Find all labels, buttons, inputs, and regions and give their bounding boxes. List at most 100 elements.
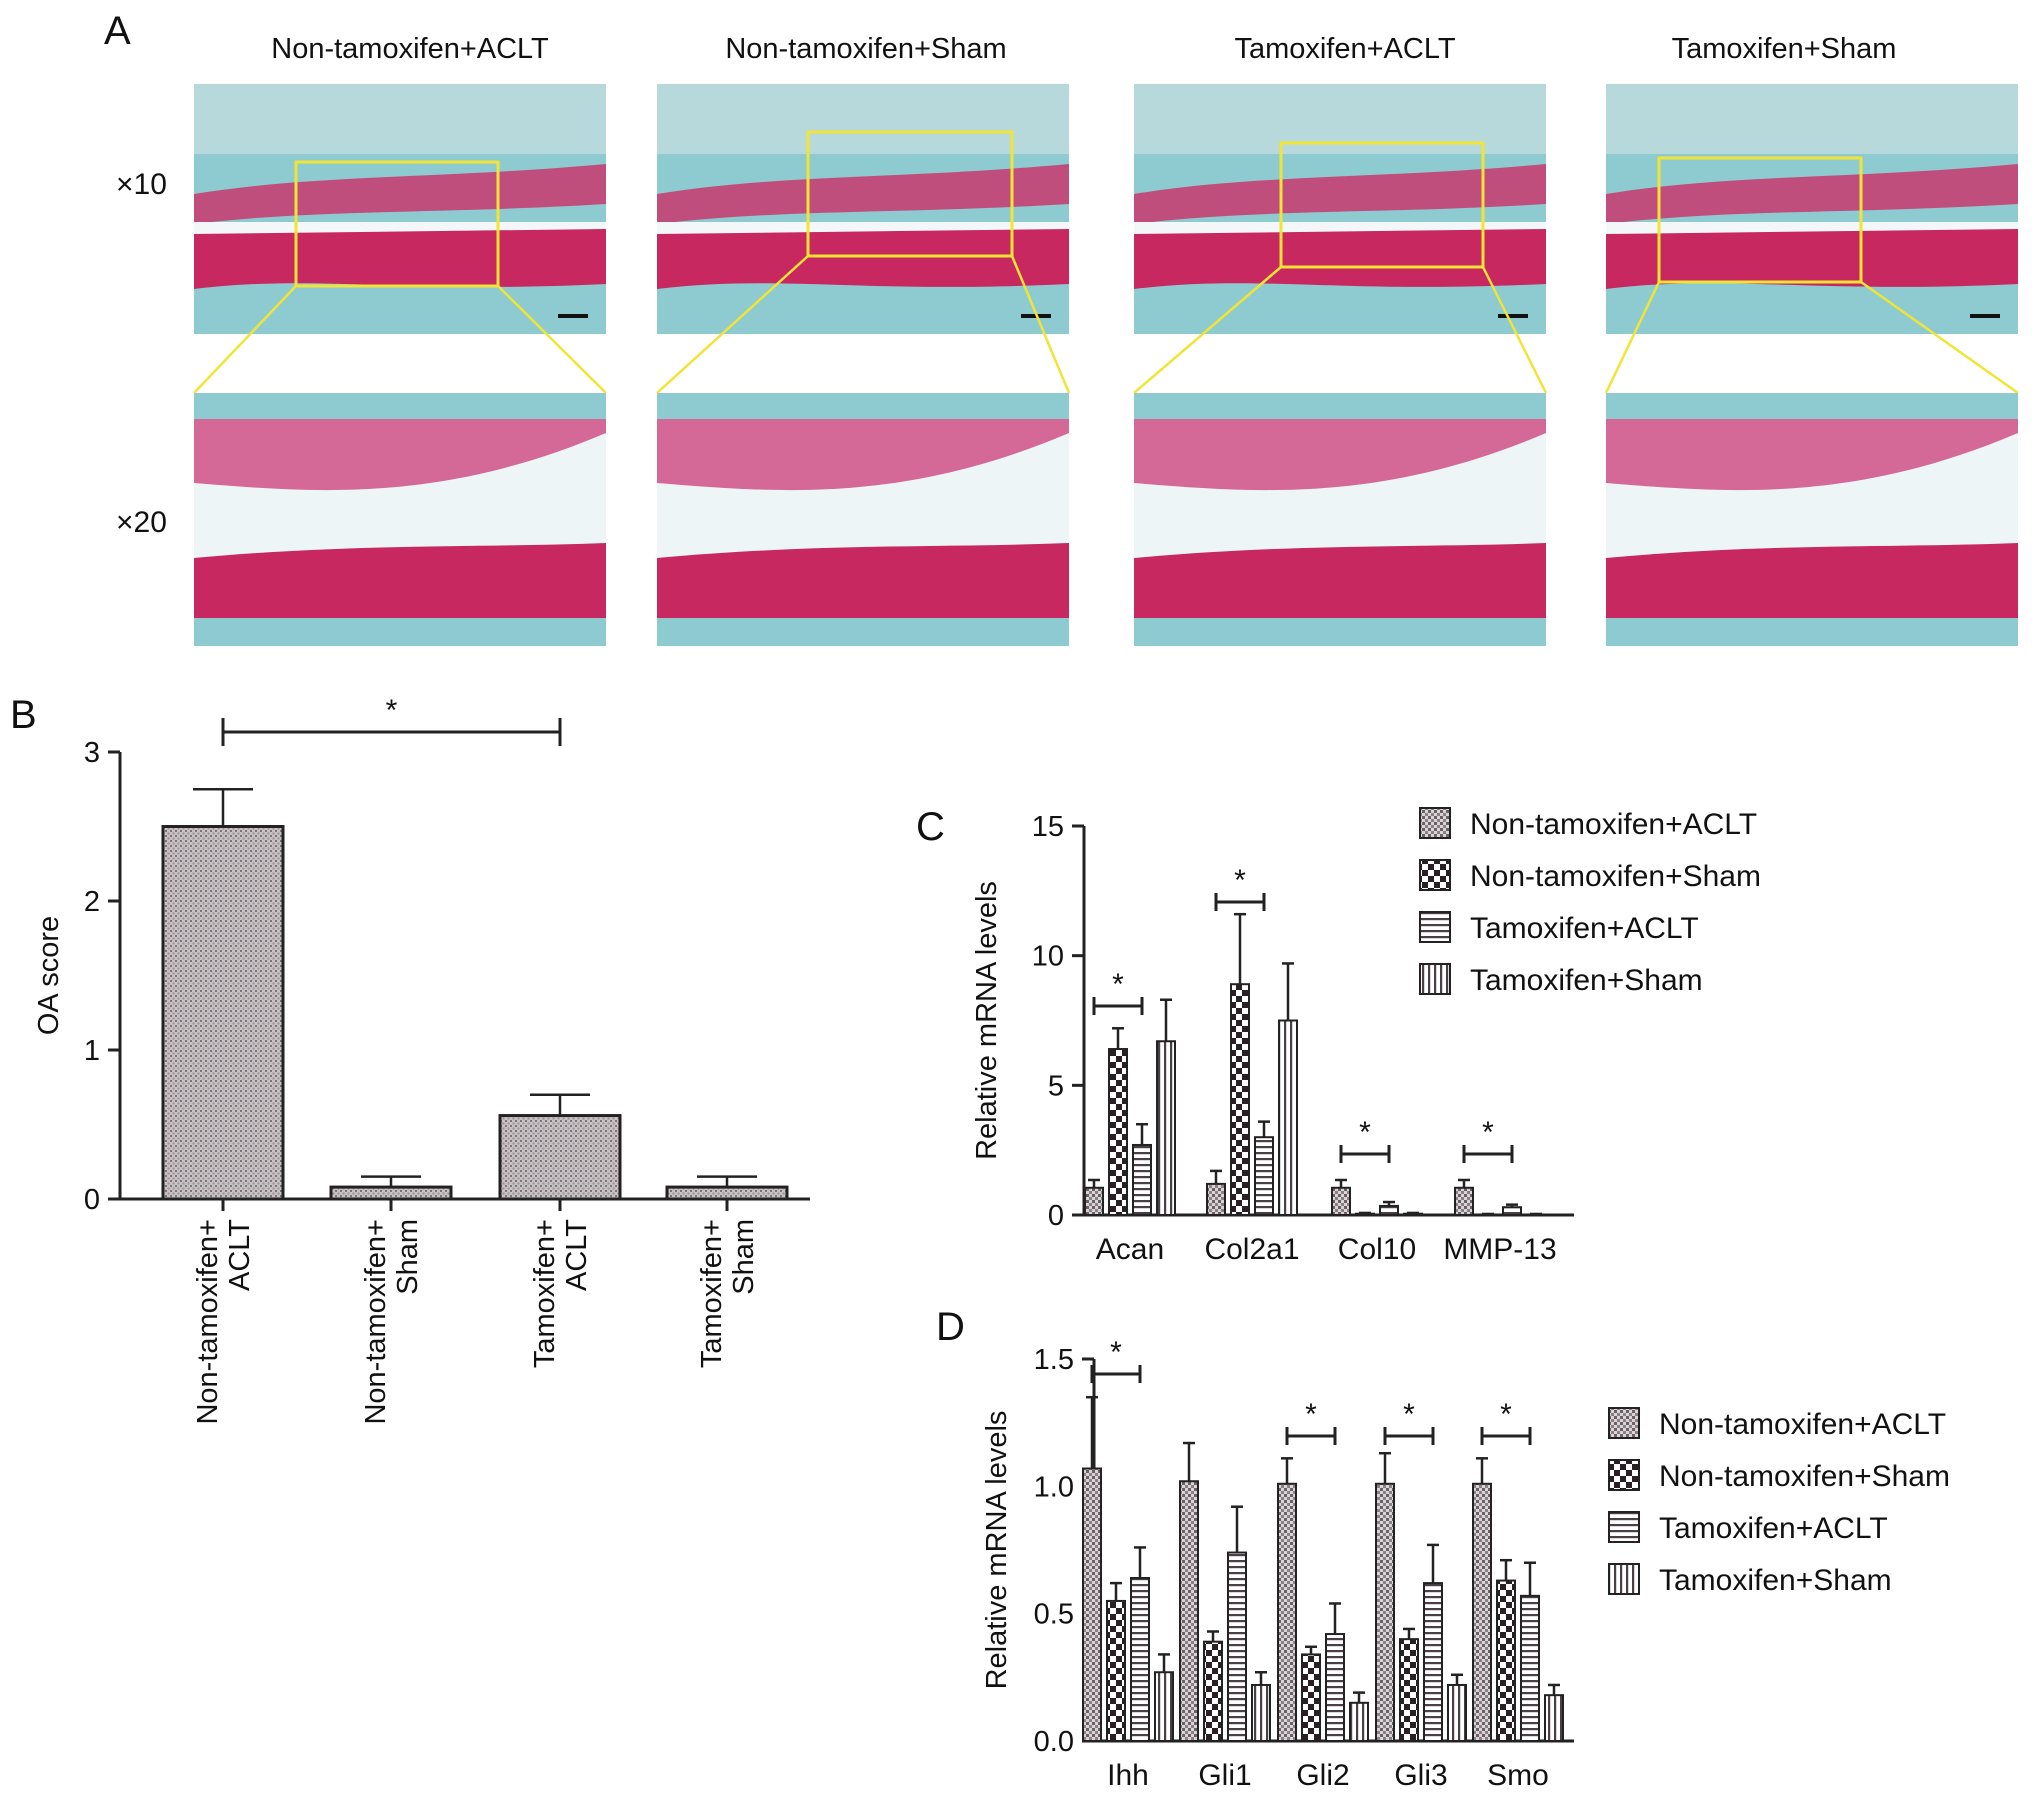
bar <box>1156 1040 1176 1217</box>
significance-star: * <box>1112 968 1124 1001</box>
subchondral-bone <box>1134 393 1546 419</box>
y-axis-title-text: OA score <box>33 916 65 1035</box>
subchondral-bone <box>1606 393 2018 419</box>
histology-images <box>193 84 2019 646</box>
panel-c-letter: C <box>916 805 945 849</box>
legend-swatch <box>1608 1511 1640 1543</box>
bone-marrow-region <box>1606 84 2018 154</box>
bar <box>1254 1136 1274 1216</box>
significance-star: * <box>1403 1398 1415 1431</box>
upper-cartilage <box>1606 164 2018 224</box>
y-tick-label: 2 <box>84 886 100 918</box>
y-tick-label: 10 <box>1032 941 1064 973</box>
subchondral-bone <box>1134 618 1546 646</box>
legend-label: Non-tamoxifen+Sham <box>1470 860 1761 893</box>
bar <box>329 1185 453 1201</box>
upper-cartilage <box>1134 164 1546 224</box>
y-axis-title-text: Relative mRNA levels <box>971 881 1003 1160</box>
hedgehog-mrna-chart: 0.0 0.5 1.0 1.5 Ihh Gli1 Gli2 Gli3 Smo * * * * Relati… <box>981 1336 1950 1792</box>
panel-c: C 0 5 10 15 Acan Col2a1 Col10 MMP-13 * * * * Relativ… <box>916 805 1761 1266</box>
x-tick-label: Non-tamoxifen+ Sham <box>360 1219 424 1425</box>
legend-swatch <box>1419 859 1451 891</box>
legend-swatch <box>1419 807 1451 839</box>
subchondral-bone <box>657 393 1069 419</box>
x-tick-label: Smo <box>1487 1759 1549 1792</box>
bar <box>1349 1701 1369 1743</box>
x-tick-label: Tamoxifen+ ACLT <box>529 1219 593 1368</box>
significance-star: * <box>1359 1116 1371 1149</box>
zoom-region-box <box>1279 141 1485 269</box>
zoom-connector-left <box>1133 266 1282 394</box>
histology-column-3 <box>1133 84 1548 646</box>
significance-star: * <box>1500 1398 1512 1431</box>
bar <box>1084 1186 1104 1217</box>
panel-b-letter: B <box>10 693 37 737</box>
y-axis-title: Relative mRNA levels <box>971 881 1003 1160</box>
bar <box>1502 1206 1522 1216</box>
cartilage-mrna-chart: 0 5 10 15 Acan Col2a1 Col10 MMP-13 * * * * Relative … <box>971 807 1761 1266</box>
y-axis-title-text: Relative mRNA levels <box>981 1411 1013 1690</box>
significance-star: * <box>1110 1336 1122 1369</box>
legend-label: Non-tamoxifen+ACLT <box>1470 808 1757 841</box>
legend-swatch <box>1608 1459 1640 1491</box>
column-title-1: Non-tamoxifen+ACLT <box>271 33 549 65</box>
magnification-x20-label: ×20 <box>116 506 167 539</box>
scale-bar <box>1970 314 2000 318</box>
bar <box>1544 1694 1564 1743</box>
x-tick-label: Col10 <box>1338 1233 1416 1266</box>
bar <box>1278 1019 1298 1216</box>
bone-marrow-region <box>194 84 606 154</box>
bar <box>1331 1186 1351 1217</box>
bar <box>1203 1640 1223 1743</box>
legend: Non-tamoxifen+ACLT Non-tamoxifen+Sham Tamo… <box>1608 1407 1950 1597</box>
legend-swatch <box>1608 1407 1640 1439</box>
bar <box>1472 1482 1492 1742</box>
bar <box>1325 1633 1345 1743</box>
column-title-3: Tamoxifen+ACLT <box>1234 33 1455 65</box>
lower-cartilage <box>657 543 1069 623</box>
panel-d: D 0.0 0.5 1.0 1.5 Ihh Gli1 Gli2 Gli3 Smo * * * * Rela… <box>936 1305 1950 1792</box>
x-tick-label: Gli1 <box>1198 1759 1251 1792</box>
lower-cartilage <box>1134 229 1546 289</box>
zoom-connector-left <box>193 285 297 394</box>
zoom-connector-right <box>1481 266 1548 394</box>
x-tick-label-line-2: ACLT <box>561 1219 593 1291</box>
bar <box>1251 1683 1271 1743</box>
y-tick-label: 3 <box>84 737 100 769</box>
bar <box>1399 1638 1419 1742</box>
subchondral-bone <box>194 618 606 646</box>
x-tick-label-line-1: Tamoxifen+ <box>696 1219 728 1368</box>
y-tick-label: 1 <box>84 1035 100 1067</box>
upper-cartilage <box>657 164 1069 224</box>
bar <box>1106 1599 1126 1743</box>
y-tick-label: 0.5 <box>1034 1599 1074 1631</box>
zoom-region-box <box>1657 156 1863 284</box>
significance-star: * <box>1234 864 1246 897</box>
bar <box>1375 1482 1395 1742</box>
lower-cartilage <box>194 229 606 289</box>
bar <box>1132 1143 1152 1216</box>
bar <box>1301 1653 1321 1742</box>
bar <box>1108 1048 1128 1216</box>
legend-label: Tamoxifen+Sham <box>1470 964 1703 997</box>
zoom-connector-left <box>1604 281 1661 394</box>
bar <box>1379 1204 1399 1217</box>
magnification-x10-label: ×10 <box>116 168 167 201</box>
y-axis-title: OA score <box>33 916 65 1035</box>
x-tick-label-line-2: Sham <box>728 1219 760 1295</box>
zoom-region-box <box>806 130 1014 258</box>
bar <box>498 1114 622 1201</box>
y-tick-label: 0 <box>1048 1200 1064 1232</box>
x-tick-label-line-1: Non-tamoxifen+ <box>192 1219 224 1425</box>
lower-cartilage <box>194 543 606 623</box>
x-tick-label-line-1: Tamoxifen+ <box>529 1219 561 1368</box>
y-tick-label: 5 <box>1048 1070 1064 1102</box>
subchondral-bone <box>1606 618 2018 646</box>
legend-label: Non-tamoxifen+ACLT <box>1659 1408 1946 1441</box>
x-tick-label-line-2: ACLT <box>224 1219 256 1291</box>
bar <box>1179 1480 1199 1742</box>
subchondral-bone <box>657 618 1069 646</box>
legend-swatch <box>1419 963 1451 995</box>
